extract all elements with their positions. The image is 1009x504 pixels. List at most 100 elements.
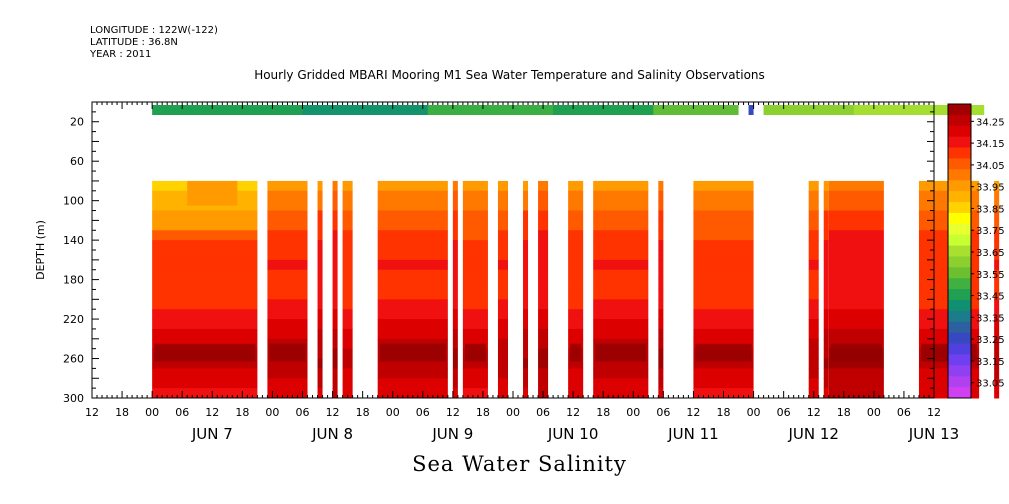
salinity-cell [317, 299, 323, 310]
salinity-cell [658, 190, 664, 202]
salinity-cell [994, 180, 1000, 192]
salinity-cell [497, 230, 508, 241]
salinity-cell [523, 250, 529, 261]
salinity-cell [658, 240, 664, 251]
year-label: YEAR : 2011 [90, 49, 152, 60]
colorbar-label: 33.85 [976, 204, 1005, 215]
x-hour-label: 12 [446, 406, 460, 419]
salinity-cell [462, 190, 488, 202]
salinity-cell [568, 210, 584, 221]
salinity-cell [538, 319, 549, 330]
salinity-cell [593, 269, 649, 281]
salinity-cell [332, 358, 338, 369]
salinity-cell [568, 220, 584, 231]
salinity-cell [568, 378, 584, 389]
salinity-cell [332, 269, 338, 281]
salinity-cell [828, 328, 884, 340]
salinity-cell [267, 180, 308, 192]
salinity-cell [462, 250, 488, 261]
salinity-cell [332, 299, 338, 310]
salinity-cell [342, 299, 353, 310]
salinity-cell [593, 230, 649, 241]
profile-segment-17 [828, 180, 884, 399]
salinity-cell [593, 200, 649, 212]
surface-strip-band-1 [302, 105, 428, 115]
salinity-cell [823, 299, 829, 310]
salinity-cell [658, 388, 664, 399]
salinity-cell [152, 368, 258, 379]
salinity-cell [823, 309, 829, 320]
colorbar-swatch [948, 158, 971, 170]
profile-segment-7 [462, 180, 488, 399]
salinity-cell [538, 348, 549, 360]
salinity-cell [267, 210, 308, 221]
salinity-cell [452, 299, 458, 310]
profile-segment-2 [317, 180, 323, 399]
salinity-cell [342, 180, 353, 192]
salinity-cell [523, 259, 529, 271]
x-hour-label: 18 [356, 406, 370, 419]
salinity-cell [808, 319, 819, 330]
profile-segment-5 [377, 180, 448, 399]
high-salinity-core-17 [830, 343, 882, 362]
salinity-cell [658, 230, 664, 241]
salinity-cell [317, 200, 323, 212]
salinity-cell [808, 250, 819, 261]
salinity-cell [828, 200, 884, 212]
salinity-cell [452, 190, 458, 202]
salinity-cell [497, 250, 508, 261]
salinity-cell [497, 269, 508, 281]
colorbar-swatch [948, 136, 971, 149]
salinity-cell [568, 319, 584, 330]
x-hour-label: 00 [506, 406, 520, 419]
salinity-cell [342, 190, 353, 202]
profile-segment-13 [658, 180, 664, 399]
salinity-cell [994, 388, 1000, 399]
salinity-cell [332, 220, 338, 231]
colorbar-swatch [948, 289, 971, 301]
salinity-cell [332, 319, 338, 330]
salinity-cell [342, 368, 353, 379]
salinity-cell [808, 269, 819, 281]
salinity-cell [377, 269, 448, 281]
salinity-cell [317, 328, 323, 340]
salinity-cell [538, 250, 549, 261]
salinity-cell [497, 240, 508, 251]
salinity-cell [568, 200, 584, 212]
salinity-cell [693, 220, 754, 231]
salinity-cell [693, 230, 754, 241]
salinity-cell [342, 200, 353, 212]
salinity-cell [317, 180, 323, 192]
plot-area [152, 105, 1000, 399]
salinity-cell [658, 250, 664, 261]
salinity-cell [808, 338, 819, 350]
salinity-cell [823, 230, 829, 241]
salinity-cell [377, 358, 448, 369]
salinity-cell [538, 259, 549, 271]
salinity-cell [332, 200, 338, 212]
salinity-cell [452, 378, 458, 389]
salinity-cell [267, 358, 308, 369]
salinity-cell [452, 338, 458, 350]
salinity-cell [538, 210, 549, 221]
salinity-cell [823, 289, 829, 300]
surface-strip-band-3 [553, 105, 654, 115]
salinity-cell [828, 269, 884, 281]
salinity-cell [462, 180, 488, 192]
salinity-cell [658, 220, 664, 231]
profile-segment-6 [452, 180, 458, 399]
x-hour-label: 12 [205, 406, 219, 419]
salinity-cell [693, 269, 754, 281]
salinity-cell [152, 259, 258, 271]
salinity-cell [377, 190, 448, 202]
profile-segment-19 [994, 180, 1000, 399]
salinity-cell [452, 388, 458, 399]
salinity-cell [994, 338, 1000, 350]
salinity-cell [462, 279, 488, 290]
salinity-cell [152, 279, 258, 290]
colorbar-label: 34.15 [976, 139, 1005, 150]
salinity-cell [317, 279, 323, 290]
x-day-label: JUN 10 [547, 425, 598, 443]
salinity-cell [523, 338, 529, 350]
salinity-cell [317, 240, 323, 251]
